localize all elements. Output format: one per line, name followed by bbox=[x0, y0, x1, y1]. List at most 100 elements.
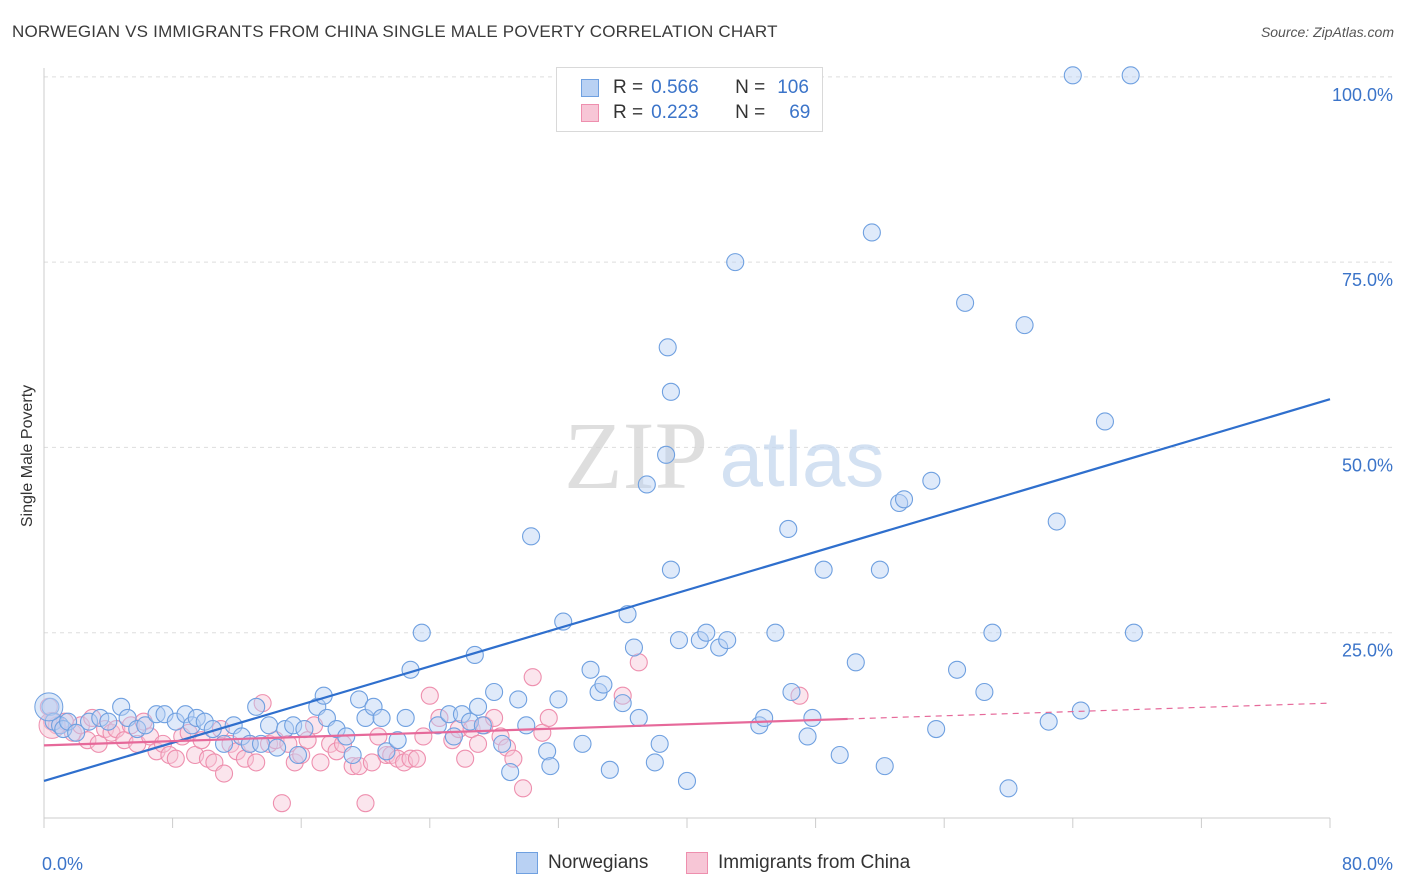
data-point bbox=[600, 760, 619, 779]
chart-title: NORWEGIAN VS IMMIGRANTS FROM CHINA SINGL… bbox=[12, 22, 778, 41]
data-point bbox=[412, 623, 431, 642]
data-point bbox=[862, 223, 881, 242]
legend-r-value: 0.566 bbox=[651, 77, 699, 98]
data-point bbox=[444, 727, 463, 746]
data-point bbox=[176, 705, 195, 724]
watermark-atlas: atlas bbox=[720, 415, 885, 503]
data-point bbox=[1039, 712, 1058, 731]
data-point bbox=[155, 705, 174, 724]
data-point bbox=[803, 708, 822, 727]
source-label: Source: ZipAtlas.com bbox=[1260, 24, 1394, 40]
trend-line-china bbox=[43, 717, 848, 747]
data-point bbox=[573, 734, 592, 753]
trend-line-norwegians bbox=[43, 398, 1331, 782]
data-point bbox=[468, 734, 488, 753]
data-point bbox=[369, 727, 388, 746]
trend-line-china-projection bbox=[847, 702, 1331, 720]
watermark: ZIP atlas bbox=[564, 402, 884, 509]
data-point bbox=[268, 738, 287, 757]
data-point bbox=[697, 623, 716, 642]
data-point bbox=[377, 742, 396, 761]
data-point bbox=[350, 690, 369, 709]
bottom-legend-swatch-blue bbox=[516, 852, 538, 874]
data-point bbox=[468, 697, 488, 716]
series-norwegians bbox=[34, 66, 1143, 798]
data-point bbox=[541, 757, 560, 776]
data-point bbox=[726, 253, 745, 272]
trend-lines bbox=[43, 398, 1331, 782]
data-point bbox=[1071, 701, 1090, 720]
data-point bbox=[1047, 512, 1066, 531]
data-point bbox=[79, 712, 99, 731]
data-point bbox=[669, 631, 689, 650]
data-point bbox=[581, 660, 600, 679]
data-point bbox=[501, 762, 520, 782]
data-point bbox=[690, 631, 709, 650]
data-point bbox=[388, 731, 407, 750]
data-point bbox=[999, 779, 1018, 798]
legend-row-norwegians: R = 0.566 N = 106 bbox=[581, 76, 809, 100]
data-point bbox=[401, 749, 420, 768]
data-point bbox=[420, 686, 439, 705]
bottom-legend-swatch-pink bbox=[686, 852, 708, 874]
data-point bbox=[504, 749, 523, 768]
data-point bbox=[538, 742, 557, 761]
data-point bbox=[493, 734, 512, 753]
data-point bbox=[485, 708, 504, 727]
data-point bbox=[247, 697, 266, 716]
data-point bbox=[284, 716, 303, 735]
axes bbox=[43, 68, 1331, 828]
data-point bbox=[624, 638, 644, 657]
legend-r-label: R = bbox=[613, 77, 644, 98]
legend-row-china: R = 0.223 N = 69 bbox=[581, 101, 810, 125]
data-point bbox=[523, 668, 542, 687]
tick-labels: 25.0% 50.0% 75.0% 100.0% 0.0% 80.0% bbox=[42, 85, 1393, 874]
data-point bbox=[288, 745, 308, 765]
legend-swatch-blue bbox=[581, 79, 599, 97]
data-point bbox=[430, 708, 449, 727]
x-tick-label: 0.0% bbox=[42, 854, 83, 874]
data-point bbox=[295, 720, 314, 739]
watermark-zip: ZIP bbox=[564, 402, 708, 509]
data-point bbox=[247, 753, 266, 772]
data-point bbox=[456, 749, 475, 768]
data-point bbox=[407, 749, 426, 768]
data-point bbox=[766, 623, 785, 642]
data-point bbox=[645, 753, 664, 772]
data-point bbox=[372, 708, 391, 727]
legend-n-label: N = bbox=[735, 77, 766, 98]
legend-r-label: R = bbox=[613, 102, 644, 123]
data-point bbox=[650, 734, 669, 753]
data-point bbox=[1063, 66, 1082, 85]
data-point bbox=[440, 705, 459, 724]
data-point bbox=[782, 682, 801, 702]
data-point bbox=[661, 382, 680, 401]
data-point bbox=[428, 716, 447, 735]
data-point bbox=[779, 519, 798, 538]
data-point bbox=[136, 716, 155, 735]
data-point bbox=[166, 749, 185, 768]
data-point bbox=[846, 653, 865, 672]
data-point bbox=[875, 757, 894, 776]
data-point bbox=[613, 694, 632, 713]
data-point bbox=[1121, 66, 1140, 85]
data-point bbox=[798, 727, 817, 746]
bottom-legend-label: Immigrants from China bbox=[718, 852, 911, 873]
legend-n-value: 69 bbox=[789, 102, 811, 123]
legend-n-label: N = bbox=[735, 102, 766, 123]
data-point bbox=[629, 653, 648, 672]
data-point bbox=[658, 338, 677, 357]
data-point bbox=[491, 727, 510, 746]
data-point bbox=[629, 708, 648, 727]
data-point bbox=[34, 692, 64, 722]
grid-layer bbox=[44, 76, 1392, 634]
data-point bbox=[814, 560, 833, 579]
data-point bbox=[657, 445, 676, 464]
data-point bbox=[549, 690, 568, 709]
legend-swatch-pink bbox=[581, 104, 599, 122]
data-point bbox=[1095, 412, 1114, 431]
legend-r-value: 0.223 bbox=[651, 102, 699, 123]
data-point bbox=[927, 720, 946, 739]
data-point bbox=[830, 745, 849, 765]
